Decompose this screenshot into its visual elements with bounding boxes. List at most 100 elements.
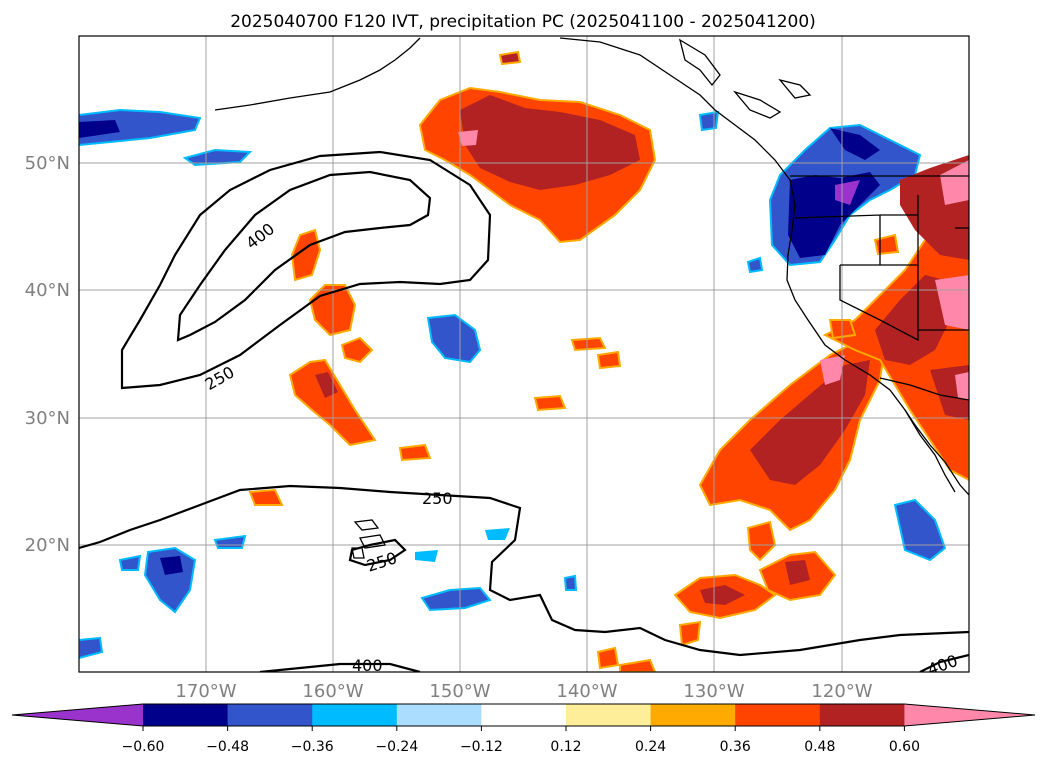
precip-region bbox=[820, 355, 845, 385]
coastline-islands bbox=[778, 78, 812, 99]
lat-label-40N: 40°N bbox=[25, 280, 70, 301]
precip-region bbox=[873, 233, 900, 256]
precip-region bbox=[485, 528, 510, 540]
colorbar-segment bbox=[396, 704, 482, 726]
precip-region bbox=[160, 556, 183, 575]
colorbar-tick-label: 0.24 bbox=[635, 739, 666, 755]
coastline-aleutians bbox=[214, 59, 396, 111]
precip-region bbox=[596, 646, 620, 670]
precip-region bbox=[315, 372, 338, 398]
precip-region bbox=[248, 488, 284, 506]
precip-region bbox=[750, 360, 870, 485]
ivt-contours bbox=[79, 150, 969, 672]
precip-region bbox=[596, 350, 622, 370]
lon-label-120W: 120°W bbox=[811, 681, 872, 702]
border-us-mexico bbox=[879, 377, 969, 401]
colorbar-segment bbox=[227, 704, 313, 726]
map-panel: 400 250 250 250 400 400 bbox=[78, 35, 970, 675]
baja-coast bbox=[904, 409, 956, 493]
coastline-alaska bbox=[394, 37, 421, 61]
precip-region bbox=[79, 120, 120, 138]
colorbar-tick-label: 0.36 bbox=[720, 739, 751, 755]
precip-region bbox=[875, 275, 950, 365]
colorbar-tick-label: 0.60 bbox=[889, 739, 920, 755]
precip-region bbox=[79, 636, 104, 660]
precip-region bbox=[182, 148, 253, 167]
lat-label-30N: 30°N bbox=[25, 408, 70, 429]
precip-region bbox=[533, 394, 567, 412]
ivt-contour-250-south bbox=[79, 484, 969, 657]
lat-labels: 50°N 40°N 30°N 20°N bbox=[25, 153, 70, 556]
border-states bbox=[794, 195, 969, 342]
precip-region bbox=[955, 372, 969, 400]
precip-region bbox=[570, 336, 607, 352]
colorbar-segment bbox=[312, 704, 398, 726]
lon-label-130W: 130°W bbox=[683, 681, 744, 702]
colorbar-extend-max bbox=[904, 704, 1035, 726]
precip-region bbox=[700, 585, 745, 605]
precip-region bbox=[498, 50, 522, 66]
precip-region bbox=[426, 313, 482, 364]
precip-negative-regions bbox=[79, 108, 947, 660]
colorbar-tick-label: −0.24 bbox=[375, 739, 418, 755]
precip-region bbox=[785, 560, 810, 585]
colorbar-tick-label: −0.60 bbox=[122, 739, 165, 755]
precip-region bbox=[143, 546, 197, 614]
contour-label: 400 bbox=[352, 656, 383, 675]
ivt-contour-400-southeast bbox=[919, 653, 969, 672]
colorbar-tick-label: −0.12 bbox=[460, 739, 503, 755]
colorbar-ticks: −0.60 −0.48 −0.36 −0.24 −0.12 0.12 0.24 0.36 0.4… bbox=[122, 726, 920, 755]
ivt-contour-400-north bbox=[176, 170, 432, 342]
colorbar-segment bbox=[566, 704, 652, 726]
coastline-islands bbox=[733, 90, 782, 119]
colorbar-tick-label: 0.48 bbox=[804, 739, 835, 755]
colorbar-segment bbox=[481, 704, 567, 726]
lat-label-50N: 50°N bbox=[25, 153, 70, 174]
precip-region bbox=[835, 180, 860, 205]
lon-label-170W: 170°W bbox=[175, 681, 236, 702]
lon-label-140W: 140°W bbox=[556, 681, 617, 702]
precip-region bbox=[619, 658, 657, 672]
lat-label-20N: 20°N bbox=[25, 535, 70, 556]
precip-region bbox=[290, 228, 322, 282]
precip-region bbox=[458, 130, 478, 146]
colorbar-tick-label: −0.48 bbox=[206, 739, 249, 755]
colorbar-segment bbox=[143, 704, 229, 726]
coastlines bbox=[214, 37, 969, 559]
precip-region bbox=[746, 520, 777, 562]
contour-label: 250 bbox=[422, 489, 453, 508]
precip-region bbox=[698, 110, 720, 132]
coastline-islands bbox=[678, 38, 721, 87]
precip-region bbox=[340, 336, 374, 364]
ivt-contour-250-north bbox=[120, 150, 492, 390]
precip-region bbox=[935, 275, 969, 330]
precip-region bbox=[746, 256, 764, 274]
colorbar-segment bbox=[650, 704, 736, 726]
ivt-contour-400-south bbox=[259, 662, 421, 672]
lon-label-160W: 160°W bbox=[302, 681, 363, 702]
precip-region bbox=[415, 550, 438, 562]
map-title: 2025040700 F120 IVT, precipitation PC (2… bbox=[230, 12, 816, 32]
graticule bbox=[79, 36, 969, 672]
ivt-contour-250-hawaii bbox=[348, 538, 407, 567]
precip-region bbox=[460, 95, 640, 190]
colorbar-tick-label: 0.12 bbox=[550, 739, 581, 755]
map-frame bbox=[78, 35, 970, 673]
precip-region bbox=[118, 554, 142, 571]
precip-region bbox=[398, 443, 432, 462]
colorbar-segment bbox=[735, 704, 821, 726]
precip-region bbox=[788, 172, 880, 258]
colorbar-tick-label: −0.36 bbox=[291, 739, 334, 755]
lon-labels: 170°W 160°W 150°W 140°W 130°W 120°W bbox=[175, 681, 872, 702]
lon-label-150W: 150°W bbox=[429, 681, 490, 702]
precip-region bbox=[79, 108, 202, 147]
precip-positive-regions bbox=[248, 50, 969, 672]
precip-region bbox=[563, 574, 578, 591]
colorbar-extend-min bbox=[12, 704, 143, 726]
precip-region bbox=[940, 160, 969, 205]
coastline-north-america bbox=[559, 37, 969, 496]
colorbar-segment bbox=[819, 704, 905, 726]
precip-region bbox=[678, 620, 702, 647]
precip-region bbox=[420, 586, 492, 612]
